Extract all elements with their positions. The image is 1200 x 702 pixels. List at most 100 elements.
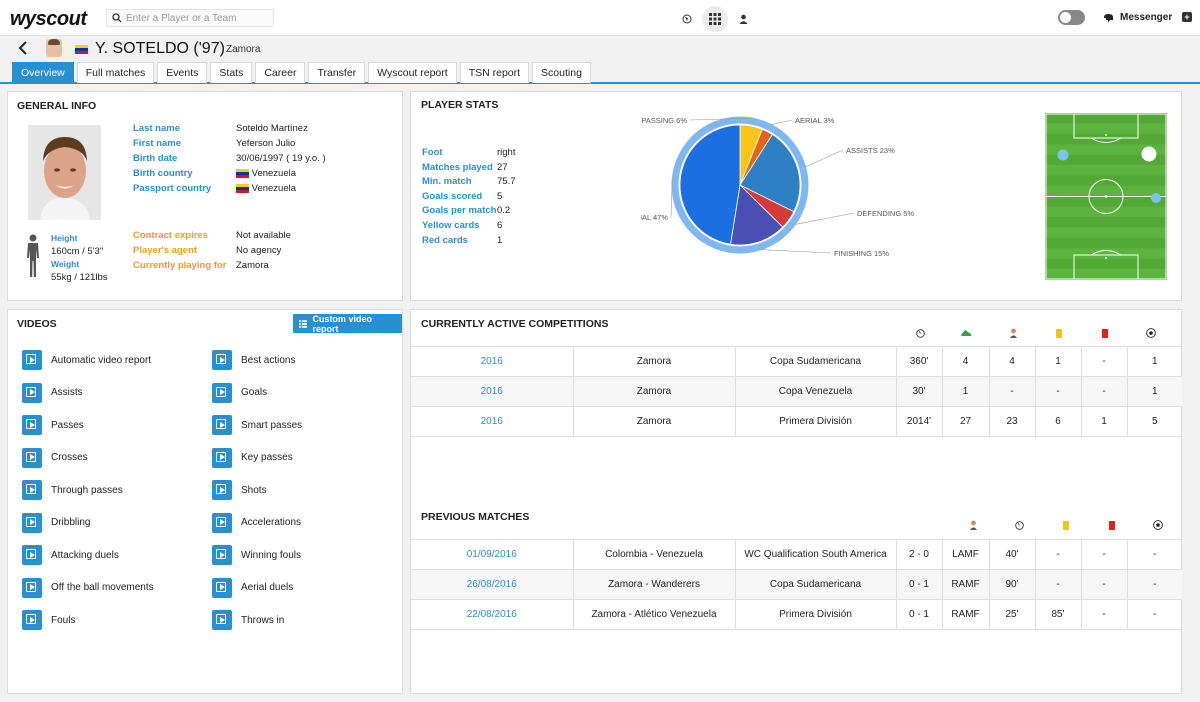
apps-grid-icon[interactable]: [702, 6, 728, 32]
video-play-icon: [212, 610, 232, 630]
table-cell-link[interactable]: 01/09/2016: [411, 539, 574, 570]
table-cell: 85': [1035, 599, 1082, 630]
tab-stats[interactable]: Stats: [210, 62, 253, 83]
table-cell: -: [1035, 539, 1082, 570]
competitions-panel: CURRENTLY ACTIVE COMPETITIONS 2016 Zamora…: [410, 309, 1182, 694]
table-cell: 0 - 1: [896, 599, 943, 630]
player-name: Y. SOTELDO ('97): [95, 40, 225, 57]
tab-tsn-report[interactable]: TSN report: [459, 62, 530, 83]
video-item[interactable]: Dribbling: [22, 512, 90, 533]
table-cell: LAMF: [942, 539, 990, 570]
agent-value: No agency: [236, 245, 282, 256]
video-item[interactable]: Assists: [22, 382, 83, 403]
table-cell-link[interactable]: 26/08/2016: [411, 569, 574, 600]
table-cell: -: [1127, 569, 1182, 600]
player-team[interactable]: Zamora: [226, 44, 261, 55]
field-label: Birth date: [133, 153, 178, 164]
table-cell: Zamora - Wanderers: [573, 569, 736, 600]
pie-slice-individual[interactable]: [679, 124, 741, 245]
field-label: Passport country: [133, 183, 212, 194]
table-cell-link[interactable]: 22/08/2016: [411, 599, 574, 630]
globe-icon[interactable]: [676, 8, 698, 30]
video-item[interactable]: Shots: [212, 480, 267, 500]
tab-scouting[interactable]: Scouting: [532, 62, 591, 83]
video-item[interactable]: Smart passes: [212, 415, 302, 435]
video-item[interactable]: Aerial duels: [212, 577, 293, 598]
add-icon[interactable]: +: [1182, 12, 1192, 22]
search-box[interactable]: [106, 9, 274, 27]
video-play-icon: [22, 610, 42, 630]
table-cell: 23: [989, 406, 1036, 437]
position-marker: [1151, 193, 1161, 203]
venezuela-flag-icon: [75, 45, 88, 54]
tab-events[interactable]: Events: [157, 62, 208, 83]
table-row[interactable]: 2016 Zamora Copa Sudamericana 360' 4 4 1-1: [411, 346, 1182, 377]
tab-overview[interactable]: Overview: [12, 62, 74, 83]
video-item[interactable]: Fouls: [22, 610, 75, 630]
table-row[interactable]: 22/08/2016 Zamora - Atlético Venezuela Pri…: [411, 599, 1182, 630]
video-item[interactable]: Attacking duels: [22, 545, 119, 565]
stat-value: 1: [497, 234, 503, 246]
table-row[interactable]: 01/09/2016 Colombia - Venezuela WC Qualifi…: [411, 539, 1182, 570]
video-item[interactable]: Accelerations: [212, 512, 302, 533]
table-row[interactable]: 26/08/2016 Zamora - Wanderers Copa Sudamer…: [411, 569, 1182, 600]
video-play-icon: [212, 480, 232, 500]
messenger-button[interactable]: Messenger: [1103, 12, 1172, 23]
table-cell: 360': [896, 346, 943, 377]
video-item[interactable]: Off the ball movements: [22, 577, 154, 598]
table-row[interactable]: 2016 Zamora Primera División 2014' 27 23 6 1 5: [411, 406, 1182, 437]
table-cell-link[interactable]: 2016: [411, 406, 574, 437]
pie-leader-line: [805, 149, 844, 168]
video-item[interactable]: Best actions: [212, 350, 295, 370]
theme-toggle[interactable]: [1058, 10, 1085, 25]
table-cell: 4: [989, 346, 1036, 377]
table-cell: 27: [942, 406, 990, 437]
tab-full-matches[interactable]: Full matches: [76, 62, 155, 83]
user-icon[interactable]: [732, 8, 754, 30]
video-item[interactable]: Goals: [212, 382, 267, 403]
table-cell: 1: [942, 376, 990, 407]
pie-label-individual: INDIVIDUAL 47%: [641, 213, 668, 222]
stat-value: 75.7: [497, 176, 516, 188]
table-cell: 90': [989, 569, 1036, 600]
search-icon: [112, 13, 122, 23]
custom-video-report-button[interactable]: Custom video report: [293, 314, 402, 334]
video-item[interactable]: Automatic video report: [22, 350, 151, 370]
video-item[interactable]: Throws in: [212, 610, 284, 630]
wyscout-logo[interactable]: wyscout: [10, 8, 87, 30]
table-cell: 6: [1035, 406, 1082, 437]
video-item[interactable]: Passes: [22, 415, 84, 435]
video-play-icon: [212, 382, 232, 403]
table-cell: -: [1127, 599, 1182, 630]
table-row[interactable]: 2016 Zamora Copa Venezuela 30' 1- - -1: [411, 376, 1182, 407]
stat-label: Matches played: [422, 161, 493, 173]
current-team-label: Currently playing for: [133, 260, 227, 271]
table-cell: -: [1127, 539, 1182, 570]
video-play-icon: [22, 512, 42, 533]
field-label: Birth country: [133, 168, 193, 179]
tab-transfer[interactable]: Transfer: [308, 62, 366, 83]
table-cell: -: [1035, 569, 1082, 600]
action-distribution-pie-chart: PASSING 6% AERIAL 3% ASSISTS 23% DEFENDING …: [641, 116, 914, 258]
position-marker: [1057, 149, 1069, 161]
stat-label: Red cards: [422, 234, 468, 246]
table-cell: Zamora - Atlético Venezuela: [573, 599, 736, 630]
video-item[interactable]: Winning fouls: [212, 545, 301, 565]
back-arrow-icon[interactable]: [18, 41, 28, 60]
video-item[interactable]: Crosses: [22, 447, 88, 468]
table-cell-link[interactable]: 2016: [411, 346, 574, 377]
venezuela-flag-icon: [236, 183, 249, 193]
table-cell-link[interactable]: 2016: [411, 376, 574, 407]
tab-career[interactable]: Career: [255, 62, 306, 83]
video-item[interactable]: Through passes: [22, 480, 123, 500]
video-item-label: Shots: [241, 484, 267, 496]
table-cell: -: [989, 376, 1036, 407]
tab-wyscout-report[interactable]: Wyscout report: [368, 62, 457, 83]
pie-slice-finishing[interactable]: [730, 184, 784, 246]
stat-value: 6: [497, 220, 503, 231]
search-input[interactable]: [126, 12, 266, 24]
video-item-label: Accelerations: [241, 517, 302, 528]
table-cell: 1: [1081, 406, 1128, 437]
video-item-label: Automatic video report: [51, 354, 152, 366]
video-item[interactable]: Key passes: [212, 447, 293, 468]
